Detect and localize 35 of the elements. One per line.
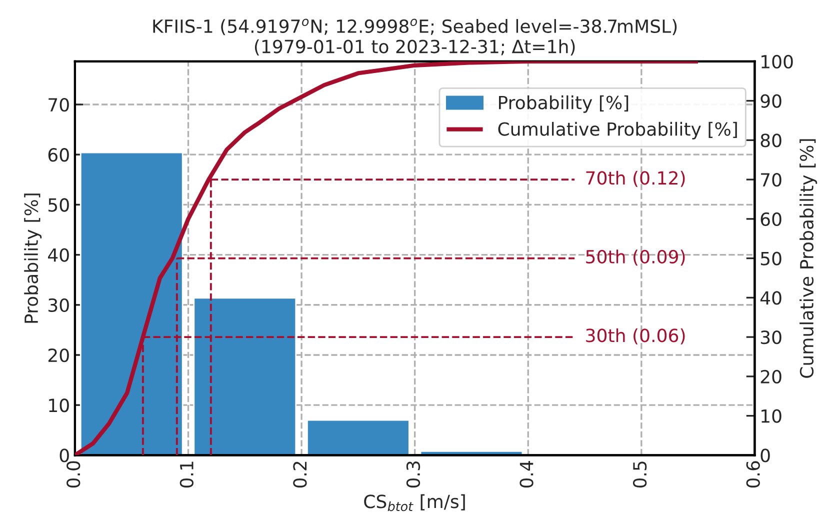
- x-tick-label: 0.4: [520, 461, 534, 488]
- x-tick-label: 0.5: [632, 462, 647, 488]
- x-tick-label: 0.1: [180, 462, 194, 488]
- x-axis-title: CS$_{btot}$ [m/s]: [364, 494, 465, 512]
- y2-tick-label: 30: [760, 330, 782, 344]
- y2-tick-label: 20: [760, 370, 782, 384]
- y2-tick-label: 90: [760, 94, 782, 108]
- y2-tick-label: 70: [761, 173, 782, 187]
- y2-tick-label: 80: [760, 134, 782, 148]
- y2-axis-title: Cumulative Probability [%]: [800, 139, 818, 378]
- ref-line-label: 30th (0.06): [586, 328, 685, 344]
- y-tick-label: 40: [48, 248, 69, 262]
- y-tick-label: 10: [49, 398, 69, 412]
- y2-tick-label: 0: [760, 448, 770, 462]
- y2-tick-label: 100: [762, 54, 793, 69]
- y-tick-label: 20: [48, 348, 69, 362]
- ref-line-label: 70th (0.12): [586, 170, 685, 187]
- y-tick-label: 60: [48, 148, 69, 162]
- y2-tick-label: 50: [760, 252, 782, 266]
- y-tick-label: 0: [60, 448, 69, 462]
- y2-tick-label: 60: [760, 212, 782, 226]
- legend-label: Probability [%]: [499, 95, 628, 113]
- y2-tick-label: 10: [762, 409, 782, 423]
- ref-line-label: 50th (0.09): [586, 250, 685, 266]
- x-tick-label: 0.3: [406, 461, 420, 488]
- legend-label: Cumulative Probability [%]: [498, 122, 737, 140]
- y-tick-label: 50: [48, 198, 69, 212]
- chart-title: KFIIS-1 (54.9197$^{o}$N; 12.9998$^{o}$E; Seabed level=-38.7mMSL) (1979-01-01 to 2023-12-31; Δt=1h): [153, 18, 677, 56]
- y-axis-title: Probability [%]: [24, 194, 42, 323]
- x-tick-label: 0.2: [293, 462, 307, 488]
- x-tick-label: 0.6: [746, 461, 760, 488]
- y-tick-label: 70: [48, 98, 69, 112]
- y-tick-label: 30: [48, 298, 69, 312]
- x-tick-label: 0.0: [66, 461, 80, 488]
- y2-tick-label: 40: [760, 291, 782, 305]
